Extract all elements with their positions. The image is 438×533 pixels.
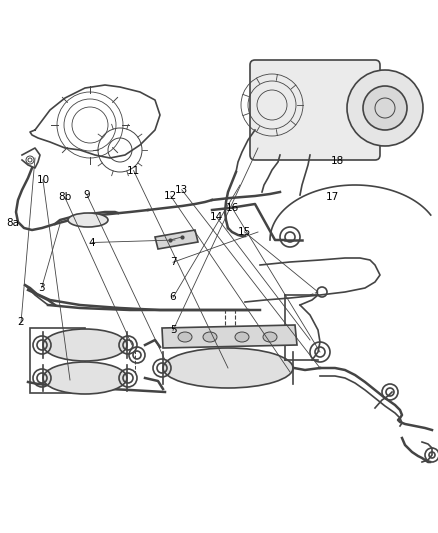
Polygon shape: [162, 325, 297, 348]
Text: 8a: 8a: [7, 218, 20, 228]
Text: 2: 2: [18, 318, 25, 327]
Polygon shape: [155, 230, 198, 249]
Text: 6: 6: [170, 293, 177, 302]
Text: 11: 11: [127, 166, 140, 175]
Text: 13: 13: [175, 185, 188, 195]
FancyBboxPatch shape: [250, 60, 380, 160]
Ellipse shape: [163, 348, 293, 388]
Ellipse shape: [43, 329, 127, 361]
Text: 16: 16: [226, 203, 239, 213]
Text: 9: 9: [83, 190, 90, 199]
Text: 10: 10: [36, 175, 49, 184]
Text: 7: 7: [170, 257, 177, 267]
Ellipse shape: [43, 362, 127, 394]
Text: 15: 15: [238, 227, 251, 237]
Circle shape: [363, 86, 407, 130]
Text: 17: 17: [326, 192, 339, 202]
Text: 12: 12: [164, 191, 177, 201]
Text: 14: 14: [210, 213, 223, 222]
Ellipse shape: [203, 332, 217, 342]
Ellipse shape: [235, 332, 249, 342]
Text: 3: 3: [38, 283, 45, 293]
Ellipse shape: [263, 332, 277, 342]
Text: 4: 4: [88, 238, 95, 247]
Text: 8b: 8b: [58, 192, 71, 202]
Text: 18: 18: [331, 156, 344, 166]
Text: 5: 5: [170, 326, 177, 335]
Ellipse shape: [68, 213, 108, 227]
Circle shape: [347, 70, 423, 146]
Ellipse shape: [178, 332, 192, 342]
